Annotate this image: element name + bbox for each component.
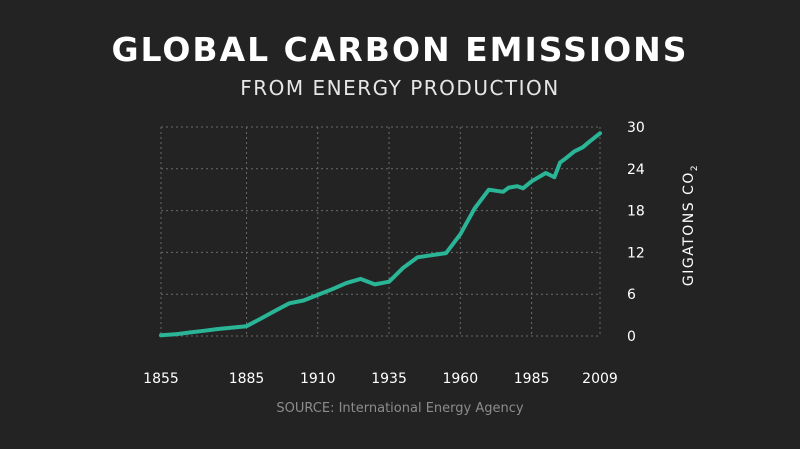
source-note: SOURCE: International Energy Agency [276,401,524,416]
y-axis-label: GIGATONS CO2 [681,164,700,286]
x-tick-label-1935: 1935 [371,371,407,387]
chart-title: GLOBAL CARBON EMISSIONS [111,30,689,69]
x-tick-label-2009: 2009 [582,371,618,387]
y-axis-label-subscript: 2 [690,164,700,171]
y-tick-label-0: 0 [627,329,636,345]
y-axis-label-text: GIGATONS CO [681,171,697,286]
grid-lines [160,126,601,337]
y-tick-label-6: 6 [627,287,636,303]
x-tick-label-1910: 1910 [300,371,336,387]
y-tick-label-30: 30 [627,120,645,136]
x-tick-label-1885: 1885 [229,371,265,387]
series-line-0 [159,131,602,338]
y-tick-label-18: 18 [627,204,645,220]
y-tick-label-12: 12 [627,245,645,261]
chart-subtitle: FROM ENERGY PRODUCTION [240,76,560,100]
x-tick-label-1960: 1960 [442,371,478,387]
x-tick-label-1855: 1855 [143,371,179,387]
y-tick-label-24: 24 [627,162,645,178]
y-axis-ticks: 0 6 12 18 24 30 [627,120,645,345]
x-tick-label-1985: 1985 [514,371,550,387]
x-axis-ticks: 1855 1885 1910 1935 1960 1985 2009 [143,371,618,387]
series-group [159,131,602,338]
